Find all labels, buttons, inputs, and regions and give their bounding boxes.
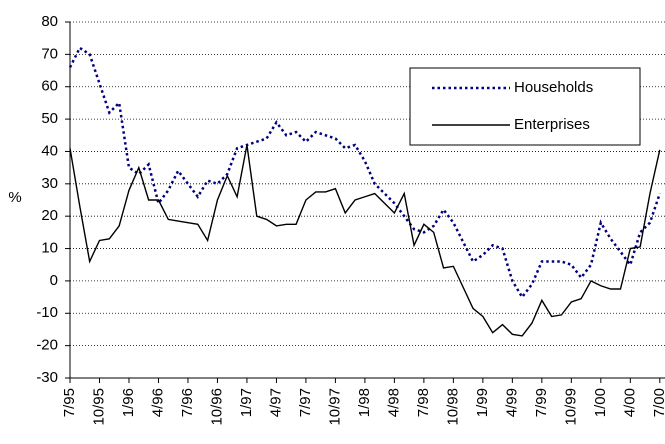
x-tick-label: 10/96 (208, 388, 225, 426)
x-tick-label: 10/98 (444, 388, 461, 426)
legend-label: Households (514, 79, 593, 96)
data-line (69, 144, 661, 337)
x-tick-label: 10/95 (90, 388, 107, 426)
x-tick-label: 4/00 (621, 388, 638, 417)
x-tick-label: 7/00 (651, 388, 665, 417)
y-tick-label: 30 (41, 175, 58, 192)
y-tick-label: 50 (41, 110, 58, 127)
x-tick-label: 10/97 (326, 388, 343, 426)
y-axis-label: % (8, 189, 21, 206)
x-tick-label: 1/98 (356, 388, 373, 417)
y-tick-label: 70 (41, 45, 58, 62)
x-tick-label: 1/99 (474, 388, 491, 417)
y-tick-label: 60 (41, 78, 58, 95)
x-tick-label: 7/99 (533, 388, 550, 417)
y-tick-label: -30 (36, 369, 58, 386)
x-tick-label: 1/00 (592, 388, 609, 417)
y-tick-label: 40 (41, 142, 58, 159)
y-tick-label: -10 (36, 304, 58, 321)
x-tick-label: 1/97 (238, 388, 255, 417)
x-tick-label: 4/97 (267, 388, 284, 417)
x-tick-label: 7/95 (61, 388, 78, 417)
y-tick-label: 10 (41, 240, 58, 257)
y-tick-label: -20 (36, 337, 58, 354)
y-tick-label: 20 (41, 207, 58, 224)
y-tick-label: 80 (41, 13, 58, 30)
x-tick-label: 7/98 (415, 388, 432, 417)
legend-label: Enterprises (514, 116, 590, 133)
x-tick-label: 7/97 (297, 388, 314, 417)
x-tick-label: 4/98 (385, 388, 402, 417)
x-tick-label: 4/96 (149, 388, 166, 417)
x-tick-label: 10/99 (562, 388, 579, 426)
y-tick-label: 0 (50, 272, 58, 289)
x-tick-label: 1/96 (120, 388, 137, 417)
x-tick-label: 4/99 (503, 388, 520, 417)
x-tick-label: 7/96 (179, 388, 196, 417)
legend-box (409, 67, 641, 146)
